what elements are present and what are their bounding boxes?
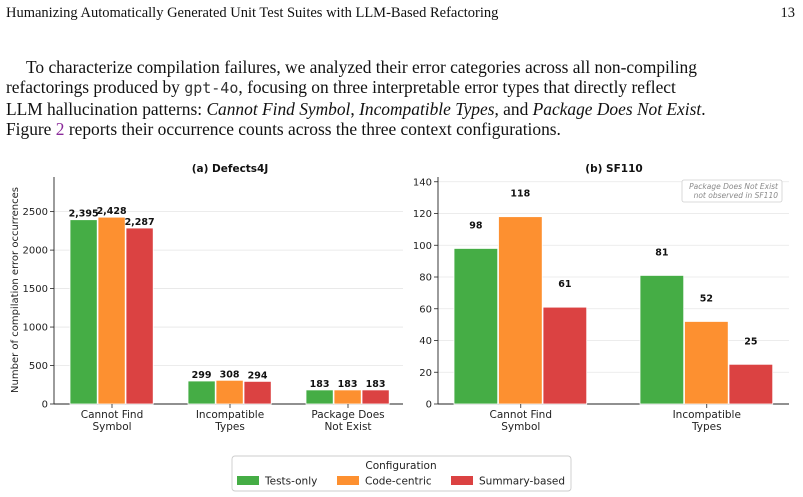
x-tick-label: Incompatible Types xyxy=(673,409,741,433)
legend-label: Summary-based xyxy=(479,476,565,488)
y-tick-label: 1000 xyxy=(23,323,48,334)
bar-value-label: 2,428 xyxy=(97,206,127,217)
paragraph-line: refactorings produced by gpt-4o, focusin… xyxy=(6,77,800,98)
bar-value-label: 294 xyxy=(248,370,268,381)
bar-value-label: 2,287 xyxy=(125,217,155,228)
paragraph-text: LLM hallucination patterns: xyxy=(6,98,207,119)
legend-swatch xyxy=(451,476,473,485)
y-tick-label: 2000 xyxy=(23,246,48,257)
error-category-cannot-find-symbol: Cannot Find Symbol xyxy=(206,98,351,119)
annotation-text: Package Does Not Exist not observed in SF… xyxy=(689,182,779,200)
bar-value-label: 52 xyxy=(700,293,713,304)
legend-swatch xyxy=(237,476,259,485)
annotation-line: not observed in SF110 xyxy=(694,191,779,200)
x-tick-label: Cannot Find Symbol xyxy=(490,409,552,433)
bar xyxy=(728,363,774,405)
bar xyxy=(542,306,588,405)
running-header: Humanizing Automatically Generated Unit … xyxy=(6,5,795,25)
bar-value-label: 183 xyxy=(366,379,386,390)
x-tick-label-line: Cannot Find xyxy=(490,409,552,421)
paragraph-text: Figure xyxy=(6,118,56,139)
bar-value-label: 308 xyxy=(220,369,240,380)
paragraph-line: To characterize compilation failures, we… xyxy=(26,57,697,77)
paragraph-text: . xyxy=(701,98,706,119)
y-tick-label: 0 xyxy=(42,400,48,411)
bar-value-label: 118 xyxy=(510,189,530,200)
y-tick-label: 80 xyxy=(419,273,432,284)
bar xyxy=(187,380,216,405)
bar xyxy=(125,227,154,405)
figure-reference-link[interactable]: 2 xyxy=(55,118,65,139)
annotation-box xyxy=(681,179,783,203)
bar-value-label: 299 xyxy=(192,370,212,381)
bar xyxy=(333,389,362,405)
paragraph-line: LLM hallucination patterns: Cannot Find … xyxy=(6,99,800,119)
bar-value-label: 183 xyxy=(338,379,358,390)
y-tick-label: 0 xyxy=(426,400,432,411)
bar-value-label: 183 xyxy=(310,379,330,390)
body-paragraph: To characterize compilation failures, we… xyxy=(6,57,800,139)
model-name: gpt-4o xyxy=(184,79,239,98)
y-axis-label: Number of compilation error occurrences xyxy=(10,187,21,393)
bar-value-label: 25 xyxy=(744,336,757,347)
paragraph-line: Figure 2 reports their occurrence counts… xyxy=(6,119,800,139)
bar xyxy=(639,275,685,405)
x-tick-label-line: Types xyxy=(691,421,722,433)
bar xyxy=(361,389,390,405)
x-tick-label-line: Types xyxy=(214,421,245,433)
bar-value-label: 98 xyxy=(469,220,483,231)
paragraph-text: reports their occurrence counts across t… xyxy=(64,118,561,139)
legend-label: Code-centric xyxy=(365,476,432,488)
y-tick-label: 140 xyxy=(413,177,432,188)
x-tick-label-line: Incompatible xyxy=(673,409,741,421)
chart-title: (a) Defects4J xyxy=(192,163,269,175)
bar xyxy=(69,219,98,405)
x-tick-label-line: Symbol xyxy=(501,421,540,433)
legend-label: Tests-only xyxy=(264,476,317,488)
y-tick-label: 500 xyxy=(29,361,48,372)
legend-swatch xyxy=(337,476,359,485)
legend-box xyxy=(231,455,572,492)
y-tick-label: 20 xyxy=(419,368,432,379)
y-tick-label: 1500 xyxy=(23,284,48,295)
y-tick-label: 2500 xyxy=(23,207,48,218)
bar xyxy=(243,380,272,405)
y-tick-label: 40 xyxy=(419,336,432,347)
x-tick-label: Cannot Find Symbol xyxy=(81,409,143,433)
bar xyxy=(305,389,334,405)
running-header-title: Humanizing Automatically Generated Unit … xyxy=(6,5,499,21)
y-tick-label: 100 xyxy=(413,241,432,252)
y-tick-label: 120 xyxy=(413,209,432,220)
bar-value-label: 81 xyxy=(655,247,668,258)
bar xyxy=(453,248,499,405)
x-tick-label-line: Not Exist xyxy=(324,421,371,433)
page-number: 13 xyxy=(780,5,796,21)
chart-title: (b) SF110 xyxy=(585,163,642,175)
bar-value-label: 2,395 xyxy=(69,209,99,220)
bar-value-label: 61 xyxy=(558,279,571,290)
paragraph-text: , and xyxy=(494,98,533,119)
error-category-package-does-not-exist: Package Does Not Exist xyxy=(532,98,702,119)
x-tick-label-line: Symbol xyxy=(92,421,131,433)
x-tick-label-line: Cannot Find xyxy=(81,409,143,421)
paragraph-text: , focusing on three interpretable error … xyxy=(238,77,676,98)
annotation-line: Package Does Not Exist xyxy=(689,182,779,191)
x-tick-label: Incompatible Types xyxy=(196,409,264,433)
bar xyxy=(684,321,729,405)
x-tick-label-line: Incompatible xyxy=(196,409,264,421)
bar xyxy=(215,379,244,405)
x-tick-label: Package Does Not Exist xyxy=(311,409,384,433)
paragraph-text: refactorings produced by xyxy=(6,77,185,98)
error-category-incompatible-types: Incompatible Types xyxy=(359,98,495,119)
legend-title: Configuration xyxy=(365,460,436,472)
bar xyxy=(97,216,126,405)
y-tick-label: 60 xyxy=(419,304,432,315)
paragraph-text: , xyxy=(350,98,360,119)
bar xyxy=(498,216,543,405)
x-tick-label-line: Package Does xyxy=(311,409,384,421)
